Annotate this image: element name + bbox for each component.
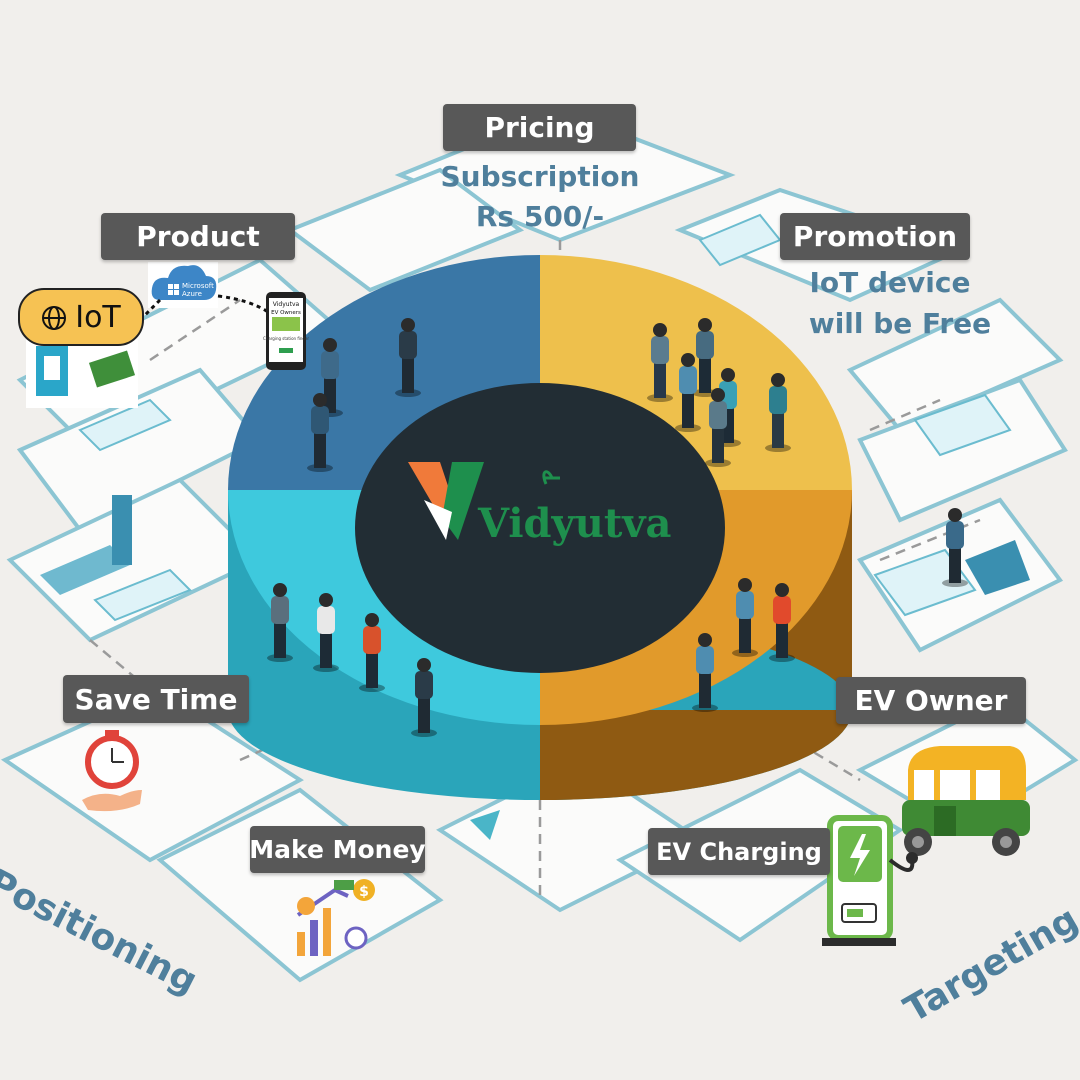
person-figure <box>647 323 673 402</box>
pricing-label: Pricing <box>443 104 636 151</box>
promotion-detail-line1: IoT device <box>809 266 971 299</box>
promotion-label: Promotion <box>780 213 970 260</box>
auto-rickshaw-icon <box>902 746 1030 856</box>
iot-badge-text: IoT <box>75 299 121 335</box>
person-figure <box>411 658 437 737</box>
ev-owner-label: EV Owner <box>836 677 1026 724</box>
pricing-detail-line1: Subscription <box>440 160 640 193</box>
save-time-label: Save Time <box>63 675 249 723</box>
people-figures <box>267 318 968 737</box>
phone-icon: Vidyutva EV Owners Charging station find… <box>263 292 309 370</box>
bolt-icon <box>850 834 870 876</box>
person-figure <box>359 613 385 692</box>
logo-v-green <box>442 462 484 540</box>
promotion-detail-line2: will be Free <box>808 307 992 340</box>
svg-text:$: $ <box>359 884 369 900</box>
star-icon <box>470 810 500 840</box>
plug-icon <box>542 470 560 485</box>
stopwatch-icon <box>82 730 142 812</box>
background-platforms <box>0 107 1079 983</box>
phone-brand: Vidyutva <box>273 301 300 308</box>
gear-icon <box>297 897 315 915</box>
logo-v-orange <box>408 462 456 510</box>
logo-text: Vidyutva <box>477 500 671 547</box>
azure-cloud-icon: Microsoft Azure <box>148 262 218 308</box>
make-money-label: Make Money <box>249 826 426 873</box>
person-figure <box>395 318 421 397</box>
person-figure <box>732 578 758 657</box>
person-figure <box>769 583 795 662</box>
azure-line2: Azure <box>182 290 202 298</box>
person-figure <box>705 388 731 467</box>
person-figure <box>692 633 718 712</box>
pricing-detail-line2: Rs 500/- <box>475 200 605 233</box>
iot-badge: IoT <box>18 288 144 346</box>
person-figure <box>313 593 339 672</box>
person-figure <box>692 318 718 397</box>
azure-line1: Microsoft <box>182 282 214 290</box>
iot-charger-image <box>26 340 138 408</box>
globe-icon <box>41 304 67 330</box>
product-label: Product <box>101 213 295 260</box>
person-figure <box>765 373 791 452</box>
coin-icon <box>353 879 375 901</box>
person-figure <box>307 393 333 472</box>
person-figure <box>267 583 293 662</box>
phone-body: Charging station finder <box>263 336 309 341</box>
clock-icon <box>344 926 368 950</box>
person-figure <box>942 508 968 587</box>
ev-charging-label: EV Charging <box>648 828 830 875</box>
person-figure <box>675 353 701 432</box>
ev-charger-icon <box>822 815 918 946</box>
person-figure <box>317 338 343 417</box>
logo-v-white <box>424 500 452 540</box>
center-hub <box>355 383 725 673</box>
dotted-connector <box>217 294 269 314</box>
money-growth-icon: $ <box>296 879 375 956</box>
vidyutva-logo: Vidyutva <box>408 462 671 547</box>
hand-icon <box>82 790 142 812</box>
phone-title: EV Owners <box>271 310 301 316</box>
